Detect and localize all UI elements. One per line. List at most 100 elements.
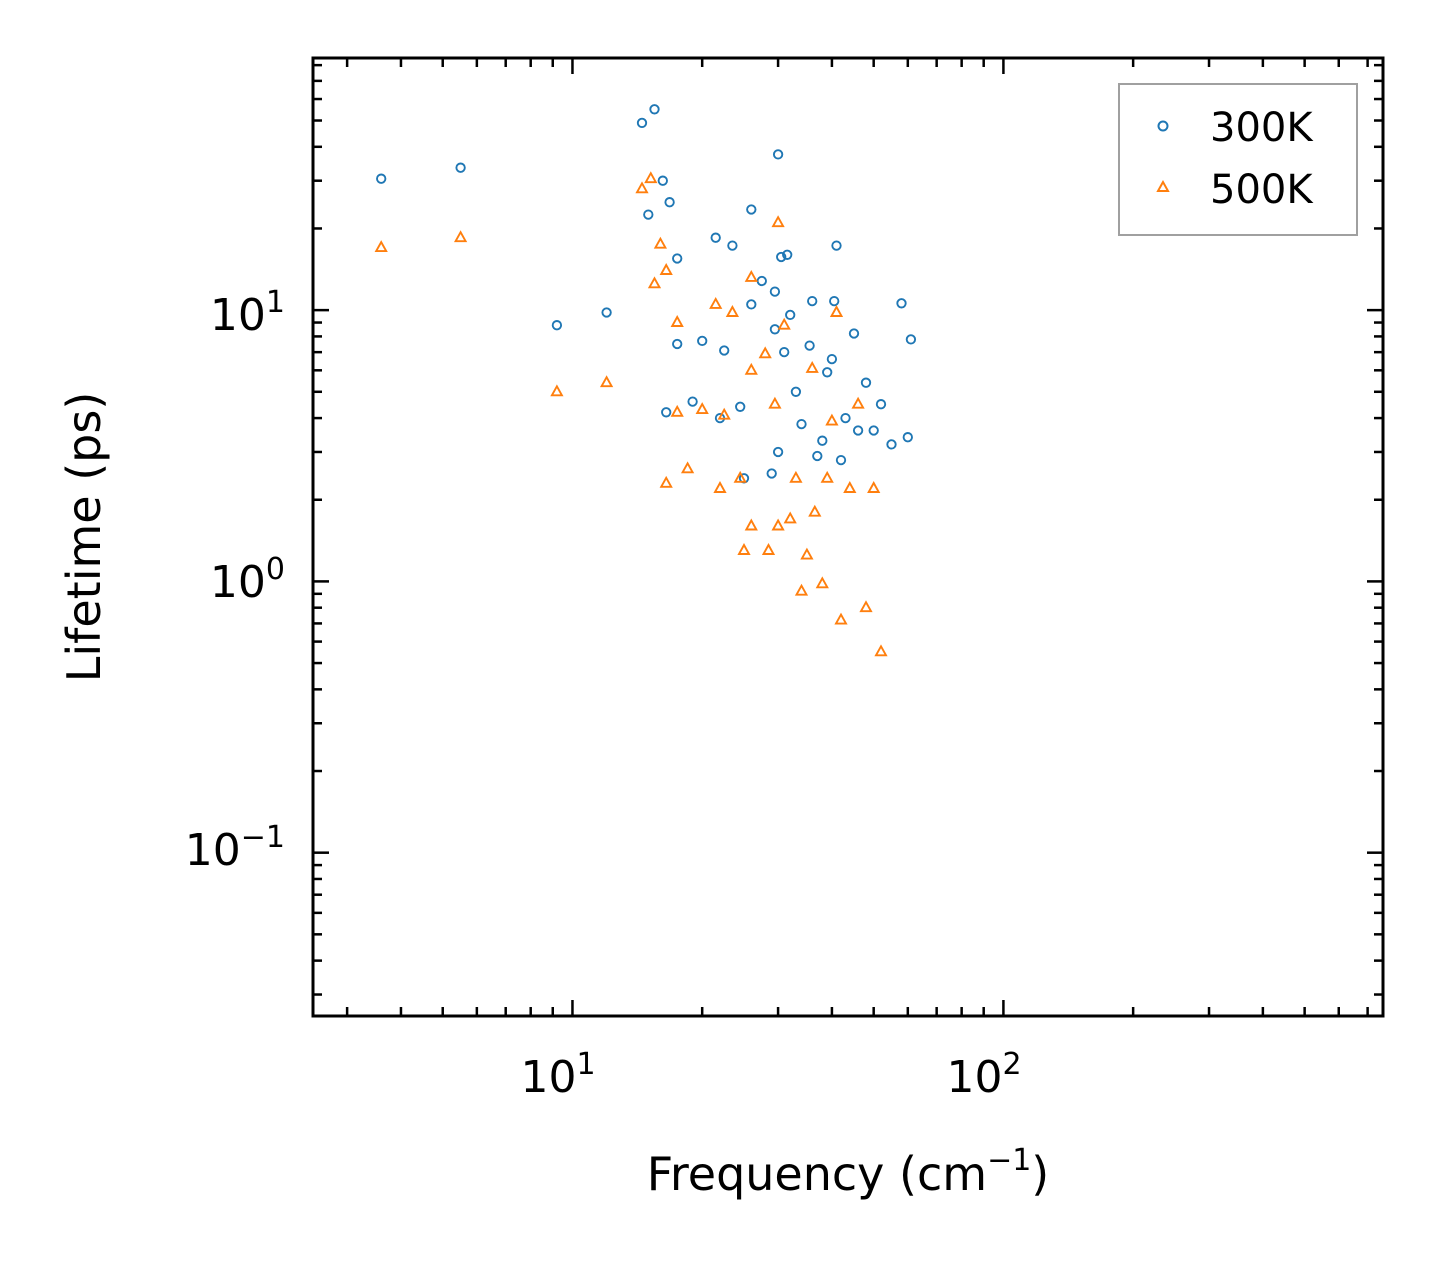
data-point-300k [860, 377, 872, 388]
data-point-300k [852, 425, 864, 436]
y-tick-label-0.1: 10−1 [185, 820, 285, 876]
data-point-500k [744, 518, 758, 531]
data-point-300k [687, 396, 698, 407]
data-point-300k [661, 407, 672, 418]
data-point-500k [805, 360, 819, 373]
data-point-500k [737, 543, 751, 555]
data-point-500k [800, 547, 814, 560]
data-point-300k [551, 320, 563, 331]
y-axis-label: Lifetime (ps) [57, 392, 111, 683]
data-point-500k [783, 511, 797, 524]
data-point-500k [771, 518, 785, 531]
data-point-300k [772, 446, 784, 458]
data-point-300k [868, 425, 879, 436]
data-point-500k [815, 576, 829, 589]
data-point-300k [886, 439, 897, 450]
data-point-500k [709, 296, 723, 309]
data-point-300k [664, 197, 675, 208]
data-point-300k [455, 162, 466, 173]
data-point-500k [670, 404, 684, 417]
data-point-500k [635, 181, 649, 194]
data-point-500k [670, 315, 684, 327]
x-tick-label-100: 102 [946, 1047, 1021, 1103]
data-point-500k [599, 375, 614, 388]
data-point-300k [782, 249, 793, 260]
data-point-500k [374, 240, 388, 253]
data-point-500k [874, 644, 888, 657]
data-point-500k [680, 461, 695, 474]
data-point-500k [733, 470, 747, 483]
axis-ticks [313, 58, 1383, 1016]
data-point-300k [657, 175, 668, 186]
data-point-300k [826, 353, 838, 365]
data-point-500k [653, 236, 668, 249]
data-point-300k [804, 340, 815, 351]
data-point-300k [756, 275, 767, 287]
legend-frame [1118, 83, 1358, 236]
data-point-300k [376, 173, 387, 184]
data-point-300k [776, 251, 787, 263]
data-point-500k [829, 305, 844, 317]
data-point-500k [659, 475, 673, 488]
data-point-500k [859, 600, 873, 613]
data-point-300k [672, 253, 683, 264]
data-point-300k [796, 418, 807, 430]
data-point-300k [769, 286, 781, 297]
data-point-500k [647, 276, 662, 289]
data-point-300k [672, 338, 683, 350]
data-point-300k [766, 468, 777, 479]
data-point-500k [695, 402, 709, 415]
data-point-300k [746, 204, 757, 215]
data-point-500k [843, 481, 857, 493]
data-point-300k [812, 450, 823, 462]
data-point-300k [822, 367, 833, 378]
data-point-300k [636, 117, 648, 129]
data-point-500k [834, 612, 848, 625]
data-point-500k [771, 215, 785, 228]
data-point-300k [905, 334, 917, 345]
data-point-500k [758, 346, 772, 359]
data-point-500k [453, 230, 468, 243]
data-point-300k [835, 454, 847, 466]
data-point-300k [831, 240, 842, 251]
data-point-300k [643, 209, 654, 220]
data-point-300k [785, 309, 796, 321]
y-tick-label-1: 100 [210, 552, 285, 608]
legend-marker-300k [1157, 120, 1169, 132]
data-point-500k [794, 583, 809, 596]
data-point-300k [790, 386, 802, 397]
data-point-500k [851, 396, 865, 409]
data-point-300k [896, 298, 907, 309]
data-point-500k [768, 396, 782, 409]
data-point-300k [779, 346, 790, 358]
y-tick-label-10: 101 [210, 285, 285, 341]
data-point-500k [713, 481, 727, 493]
data-point-300k [601, 307, 612, 318]
data-point-300k [807, 295, 818, 307]
data-point-500k [825, 413, 839, 426]
data-point-300k [746, 299, 757, 310]
data-point-500k [717, 407, 731, 420]
x-axis-label: Frequency (cm−1) [647, 1143, 1050, 1201]
plot-frame [311, 56, 1385, 1018]
x-tick-label-10: 101 [520, 1047, 595, 1103]
data-point-500k [725, 305, 740, 317]
data-point-300k [727, 240, 738, 251]
data-point-300k [817, 435, 828, 446]
data-point-300k [829, 295, 840, 307]
data-point-500k [744, 269, 758, 282]
legend: 300K 500K [1118, 83, 1358, 236]
data-point-500k [550, 384, 564, 397]
data-point-300k [649, 104, 660, 115]
data-point-300k [902, 432, 913, 443]
data-point-300k [772, 149, 784, 160]
data-point-300k [710, 232, 721, 243]
data-point-500k [644, 171, 658, 184]
data-point-300k [735, 401, 746, 412]
legend-label-500k: 500K [1210, 167, 1314, 213]
data-point-500k [659, 263, 673, 275]
legend-marker-500k [1156, 179, 1170, 192]
data-point-500k [744, 362, 758, 375]
data-point-500k [808, 504, 822, 517]
